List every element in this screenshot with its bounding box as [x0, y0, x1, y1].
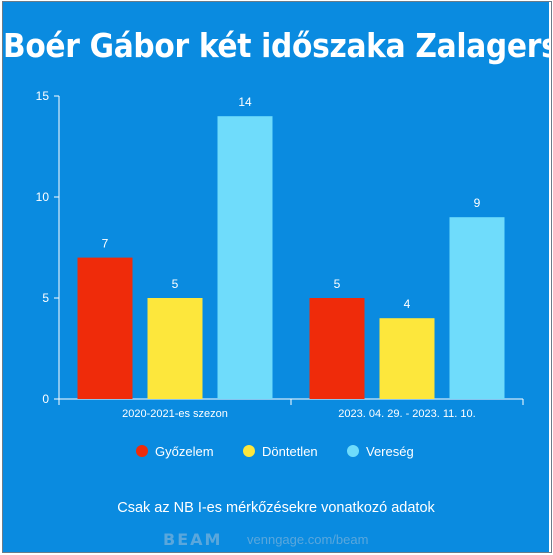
legend-item: Vereség	[347, 440, 414, 462]
footnote: Csak az NB I-es mérkőzésekre vonatkozó a…	[3, 500, 549, 516]
data-label: 9	[474, 196, 481, 210]
legend-swatch	[243, 445, 255, 457]
legend-item: Döntetlen	[243, 440, 318, 462]
bar	[218, 116, 273, 399]
legend-item: Győzelem	[136, 440, 214, 462]
data-label: 5	[334, 277, 341, 291]
data-label: 4	[404, 297, 411, 311]
data-label: 7	[102, 237, 109, 251]
legend-swatch	[347, 445, 359, 457]
legend-label: Döntetlen	[262, 444, 318, 459]
y-tick-label: 5	[42, 291, 49, 305]
bar	[78, 258, 133, 399]
chart-legend: Győzelem Döntetlen Vereség	[3, 440, 549, 462]
bar	[450, 217, 505, 399]
data-label: 5	[172, 277, 179, 291]
brand-url: venngage.com/beam	[247, 532, 368, 547]
x-tick-label: 2020-2021-es szezon	[122, 408, 228, 420]
beam-logo: BEAM	[163, 530, 222, 549]
legend-swatch	[136, 445, 148, 457]
bar	[310, 298, 365, 399]
y-tick-label: 10	[36, 190, 50, 204]
y-tick-label: 15	[36, 89, 50, 103]
data-label: 14	[238, 95, 252, 109]
legend-label: Vereség	[366, 444, 414, 459]
bar	[380, 318, 435, 399]
x-tick-label: 2023. 04. 29. - 2023. 11. 10.	[338, 408, 475, 420]
legend-label: Győzelem	[155, 444, 214, 459]
y-tick-label: 0	[42, 392, 49, 406]
branding: BEAM venngage.com/beam	[3, 529, 549, 549]
bar-chart: 0 5 10 15 7 5 14 2020-2021-es szezon 5 4 9 2023. 04…	[3, 2, 549, 432]
infographic-panel: Boér Gábor két időszaka Zalagerszegen 05…	[3, 2, 549, 552]
bar	[148, 298, 203, 399]
